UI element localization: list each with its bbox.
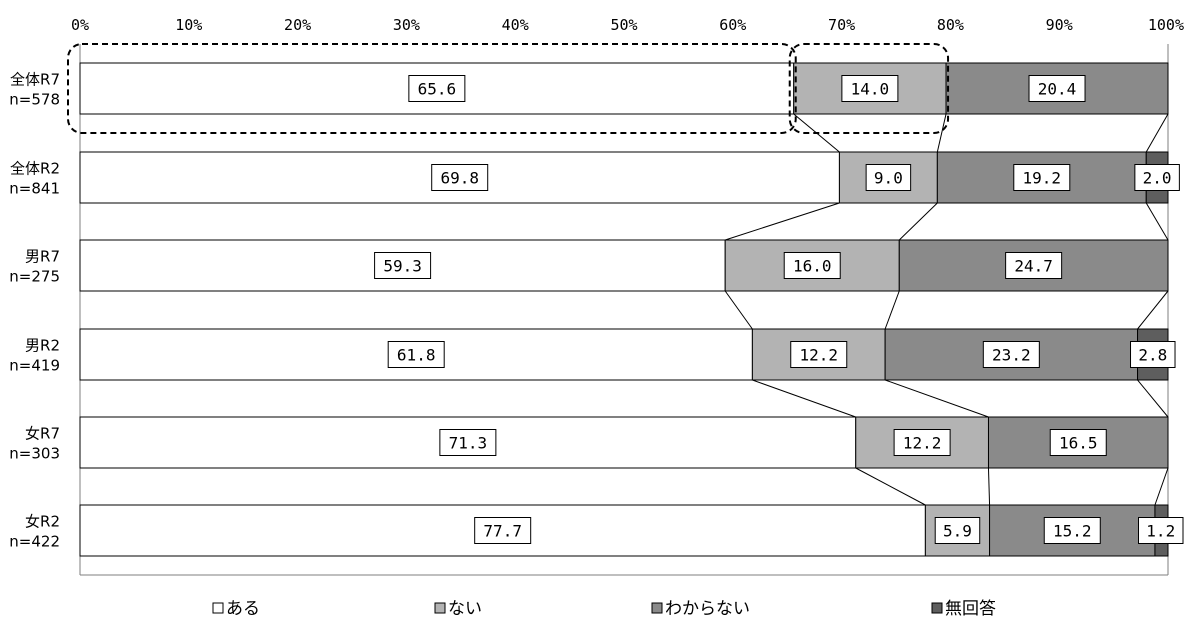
- data-label: 59.3: [383, 257, 422, 276]
- legend-swatch: [212, 602, 224, 614]
- data-label-box: [1028, 75, 1086, 102]
- category-sample-size: n=275: [9, 268, 60, 286]
- category-sample-size: n=841: [9, 180, 60, 198]
- data-label: 65.6: [418, 80, 457, 99]
- data-label-box: [439, 429, 497, 456]
- legend-label: わからない: [665, 599, 750, 619]
- x-tick-label: 90%: [1046, 16, 1073, 34]
- x-tick-label: 30%: [393, 16, 420, 34]
- plot-frame: [79, 44, 1169, 576]
- category-labels: 全体R7 n=578 全体R2 n=841 男R7 n=275 男R2 n=419 女R7 n=3…: [9, 71, 60, 551]
- category-label: 男R7: [25, 248, 60, 266]
- x-axis-ticks: 0% 10% 20% 30% 40% 50% 60% 70% 80% 90% 100%: [71, 16, 1184, 34]
- data-label-box: [934, 517, 981, 544]
- x-tick-label: 60%: [719, 16, 746, 34]
- data-label-box: [374, 252, 432, 279]
- data-label-box: [893, 429, 951, 456]
- highlight-box: [788, 43, 950, 134]
- x-tick-label: 80%: [937, 16, 964, 34]
- x-tick-label: 20%: [284, 16, 311, 34]
- highlight-box: [67, 43, 797, 134]
- connector-line: [1145, 113, 1169, 153]
- data-label-box: [1043, 517, 1101, 544]
- data-label: 15.2: [1053, 522, 1092, 541]
- data-label: 23.2: [992, 346, 1031, 365]
- data-label: 77.7: [483, 522, 522, 541]
- data-label: 24.7: [1014, 257, 1053, 276]
- legend-swatch: [651, 602, 663, 614]
- connector-line: [752, 379, 856, 418]
- x-tick-label: 70%: [828, 16, 855, 34]
- data-label-box: [387, 341, 445, 368]
- data-label: 16.5: [1059, 434, 1098, 453]
- x-tick-label: 0%: [71, 16, 89, 34]
- category-sample-size: n=578: [9, 91, 60, 109]
- connector-line: [855, 467, 926, 506]
- category-sample-size: n=303: [9, 445, 60, 463]
- data-label-box: [1134, 164, 1180, 191]
- category-label: 全体R2: [10, 160, 60, 178]
- connector-line: [1137, 290, 1169, 330]
- legend-label: ない: [448, 599, 482, 619]
- connector-line: [987, 467, 991, 506]
- legend-swatch: [434, 602, 446, 614]
- category-label: 女R2: [25, 513, 60, 531]
- data-label-box: [783, 252, 841, 279]
- data-label-box: [431, 164, 489, 191]
- category-label: 全体R7: [10, 71, 60, 89]
- data-label: 14.0: [851, 80, 890, 99]
- x-tick-label: 10%: [175, 16, 202, 34]
- data-label: 71.3: [449, 434, 488, 453]
- data-label: 9.0: [874, 169, 903, 188]
- data-label-box: [1130, 341, 1176, 368]
- legend-label: 無回答: [945, 599, 996, 619]
- data-label-box: [1013, 164, 1071, 191]
- bar-segment: [751, 328, 886, 381]
- legend-label: ある: [226, 599, 260, 619]
- data-label-box: [865, 164, 912, 191]
- category-sample-size: n=419: [9, 357, 60, 375]
- connector-line: [1145, 202, 1169, 241]
- connector-line: [898, 202, 938, 241]
- category-sample-size: n=422: [9, 533, 60, 551]
- data-label-box: [1005, 252, 1063, 279]
- data-label: 19.2: [1023, 169, 1062, 188]
- category-label: 女R7: [25, 425, 60, 443]
- data-label: 16.0: [793, 257, 832, 276]
- connector-lines: [724, 113, 1169, 506]
- data-label-box: [474, 517, 532, 544]
- data-label: 20.4: [1038, 80, 1077, 99]
- connector-line: [1137, 379, 1169, 418]
- data-label: 12.2: [799, 346, 838, 365]
- data-label-box: [790, 341, 848, 368]
- connector-line: [884, 290, 900, 330]
- data-label-box: [841, 75, 899, 102]
- data-label: 2.8: [1138, 346, 1167, 365]
- bars: [79, 62, 1169, 557]
- data-label: 69.8: [440, 169, 479, 188]
- category-label: 男R2: [25, 337, 60, 355]
- data-label: 1.2: [1146, 522, 1175, 541]
- connector-line: [725, 202, 840, 241]
- legend-swatch: [931, 602, 943, 614]
- data-label-box: [982, 341, 1040, 368]
- x-tick-label: 40%: [502, 16, 529, 34]
- data-labels: 65.6 14.0 20.4 69.8 9.0 19.2 2.0 59.3 16.0 24.7 61…: [374, 75, 1184, 544]
- data-label: 12.2: [903, 434, 942, 453]
- connector-line: [1154, 467, 1169, 506]
- data-label: 2.0: [1143, 169, 1172, 188]
- data-label: 5.9: [943, 522, 972, 541]
- connector-line: [884, 379, 989, 418]
- connector-line: [936, 113, 947, 153]
- data-label: 61.8: [397, 346, 436, 365]
- data-label-box: [1049, 429, 1107, 456]
- highlight-boxes: [67, 43, 950, 134]
- legend: ある ない わからない 無回答: [212, 599, 996, 619]
- x-tick-label: 100%: [1148, 16, 1184, 34]
- x-tick-label: 50%: [610, 16, 637, 34]
- data-label-box: [1138, 517, 1184, 544]
- data-label-box: [408, 75, 466, 102]
- connector-line: [724, 290, 753, 330]
